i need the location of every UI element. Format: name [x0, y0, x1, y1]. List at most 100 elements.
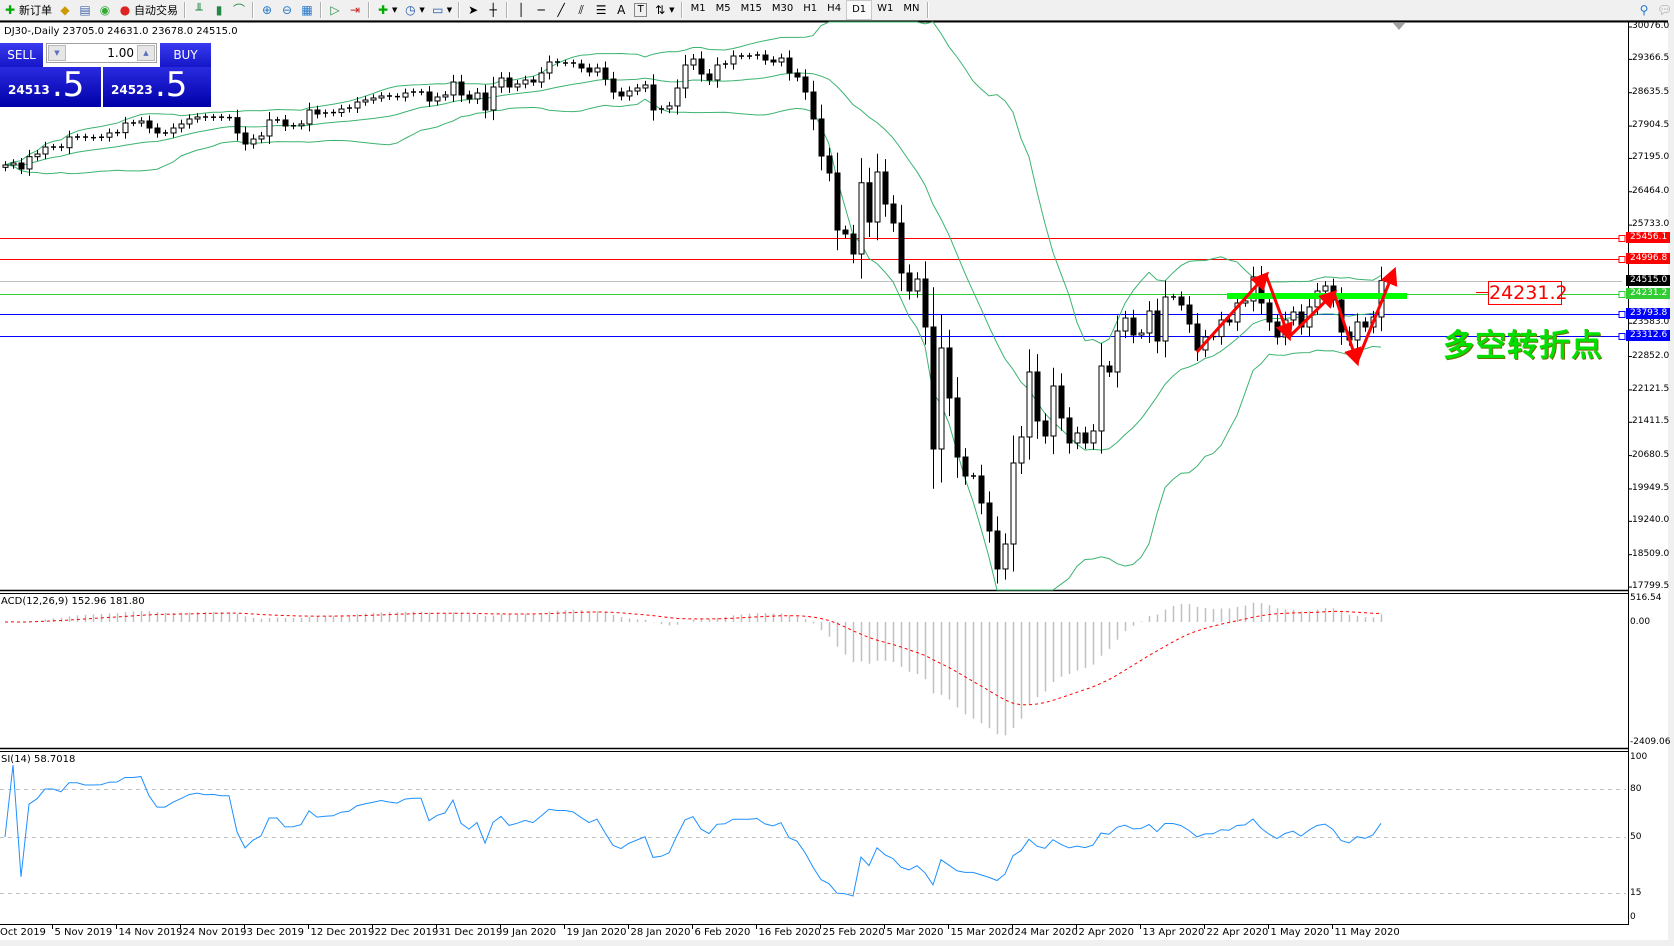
status-strip	[0, 940, 1674, 946]
chart-shift-button[interactable]: ⇥	[345, 1, 365, 19]
tile-windows-button[interactable]: ▦	[297, 1, 317, 19]
toolbar-divider	[320, 2, 322, 18]
timeframe-m1[interactable]: M1	[690, 3, 706, 14]
price-axis-label: 25733.0	[1632, 219, 1670, 230]
candle-bullish	[378, 95, 385, 99]
candle-bearish	[706, 73, 713, 81]
candle-bullish	[1098, 365, 1105, 432]
rsi-label: SI(14) 58.7018	[1, 754, 76, 765]
print-button[interactable]: ▤	[75, 1, 95, 19]
candle-bullish	[338, 108, 345, 114]
price-level-tag: 24996.8	[1626, 253, 1670, 265]
lot-increase-button[interactable]: ▲	[137, 45, 155, 61]
arrows-tool[interactable]: ⇅ ▼	[650, 1, 677, 19]
lot-size-field[interactable]: ▼ 1.00 ▲	[46, 43, 157, 63]
dropdown-icon: ▼	[392, 6, 398, 14]
candle-bearish	[930, 326, 937, 450]
price-axis-label: 29366.5	[1632, 53, 1670, 64]
candle-bullish	[594, 67, 601, 73]
timeframe-w1[interactable]: W1	[877, 3, 894, 14]
auto-trading-button[interactable]: ● 自动交易	[115, 1, 181, 19]
candle-bearish	[586, 67, 593, 73]
zoom-out-button[interactable]: ⊖	[277, 1, 297, 19]
horizontal-line-tool[interactable]: ─	[531, 1, 551, 19]
level-handle	[1618, 256, 1626, 263]
candlestick-icon: ▮	[215, 3, 223, 17]
candle-chart-button[interactable]: ▮	[209, 1, 229, 19]
signals-button[interactable]: ◉	[95, 1, 115, 19]
periods-button[interactable]: ◷ ▼	[400, 1, 427, 19]
time-axis-label: 22 Apr 2020	[1206, 927, 1269, 938]
new-order-button[interactable]: ✚ 新订单	[0, 1, 55, 19]
candle-bullish	[546, 61, 553, 74]
text-tool[interactable]: A	[611, 1, 631, 19]
buy-price[interactable]: 24523 .5	[103, 65, 211, 107]
price-level-tag: 24515.0	[1626, 275, 1670, 287]
candle-bearish	[842, 229, 849, 235]
sell-price-main: 24513	[8, 83, 50, 97]
timeframe-m15[interactable]: M15	[740, 3, 762, 14]
candle-bearish	[906, 272, 913, 292]
macd-signal-line	[4, 610, 1382, 706]
autoscroll-button[interactable]: ▷	[325, 1, 345, 19]
lot-decrease-button[interactable]: ▼	[48, 45, 66, 61]
indicators-button[interactable]: ✚ ▼	[373, 1, 400, 19]
candle-bullish	[682, 64, 689, 89]
timeframe-m5[interactable]: M5	[715, 3, 731, 14]
meta-editor-button[interactable]: ◆	[55, 1, 75, 19]
sell-price[interactable]: 24513 .5	[0, 65, 101, 107]
candle-bullish	[122, 122, 129, 134]
rsi-line	[4, 764, 1382, 897]
channel-tool[interactable]: ⫽	[571, 1, 591, 19]
candle-bearish	[506, 77, 513, 88]
candle-bullish	[66, 136, 73, 149]
buy-button[interactable]: BUY	[160, 43, 211, 67]
chat-button[interactable]: 💬︎	[1654, 1, 1674, 19]
timeframe-h4[interactable]: H4	[827, 3, 842, 14]
fibonacci-tool[interactable]: ☰	[591, 1, 611, 19]
price-axis-label: 19240.0	[1632, 515, 1670, 526]
candle-bearish	[1082, 432, 1089, 444]
candle-bearish	[1178, 296, 1185, 306]
crosshair-tool[interactable]: ┼	[483, 1, 503, 19]
timeframe-h1[interactable]: H1	[803, 3, 818, 14]
candle-bearish	[530, 79, 537, 83]
candle-bearish	[810, 91, 817, 120]
candle-bullish	[1146, 310, 1153, 334]
zoom-in-button[interactable]: ⊕	[257, 1, 277, 19]
candle-bearish	[1058, 385, 1065, 419]
time-axis-label: 1 May 2020	[1270, 927, 1330, 938]
templates-button[interactable]: ▭ ▼	[428, 1, 455, 19]
candle-bullish	[450, 81, 457, 96]
timeframe-mn[interactable]: MN	[903, 3, 920, 14]
candle-bullish	[258, 135, 265, 140]
candle-bearish	[762, 54, 769, 61]
cursor-tool[interactable]: ➤	[463, 1, 483, 19]
red-arrow	[1287, 289, 1338, 339]
candle-bearish	[618, 91, 625, 97]
candle-bullish	[194, 116, 201, 120]
search-button[interactable]: ⚲	[1634, 1, 1654, 19]
chart-shift-marker[interactable]	[1393, 23, 1405, 30]
bar-chart-button[interactable]: ╨	[189, 1, 209, 19]
candle-bullish	[474, 92, 481, 100]
tile-icon: ▦	[301, 3, 313, 17]
time-axis-label: 3 Dec 2019	[246, 927, 305, 938]
text-label-tool[interactable]: T	[631, 1, 650, 19]
line-chart-button[interactable]: ⌒	[229, 1, 249, 19]
sell-button[interactable]: SELL	[0, 43, 43, 67]
timeframe-d1[interactable]: D1	[846, 0, 873, 20]
candle-bearish	[954, 397, 961, 458]
timeframe-bar: M1 M5 M15 M30 H1 H4 D1 W1 MN	[686, 0, 925, 20]
candle-bearish	[1194, 323, 1201, 351]
timeframe-m30[interactable]: M30	[771, 3, 794, 14]
new-order-label: 新订单	[19, 4, 52, 17]
time-axis-label: 9 Jan 2020	[502, 927, 557, 938]
trendline-tool[interactable]: ╱	[551, 1, 571, 19]
candle-bearish	[898, 222, 905, 274]
vertical-line-tool[interactable]: │	[511, 1, 531, 19]
candle-bullish	[434, 96, 441, 102]
price-axis-label: 23583.0	[1632, 317, 1670, 328]
price-level-tag: 24231.2	[1626, 288, 1670, 300]
